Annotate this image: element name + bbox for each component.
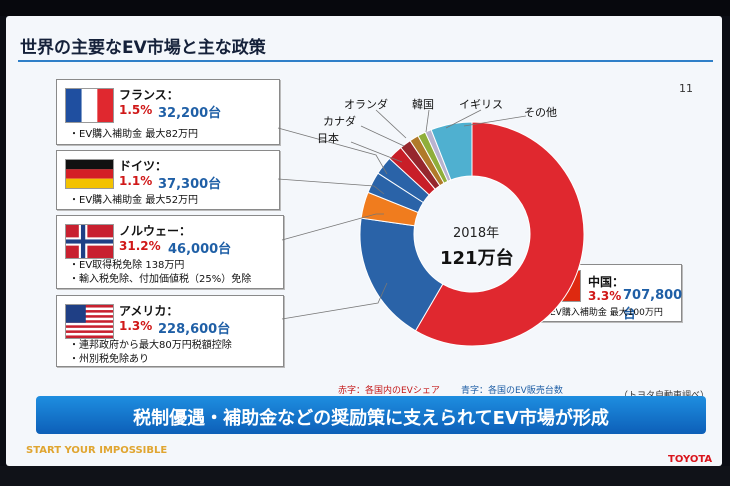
- usa-note-2: ・州別税免除あり: [69, 354, 149, 365]
- leader-lines: [277, 109, 527, 320]
- ev-market-donut-chart: [277, 109, 585, 347]
- page-number: 11: [679, 82, 693, 95]
- germany-name: ドイツ：: [119, 159, 168, 173]
- top-dark-band: [0, 0, 730, 16]
- norway-sales: 46,000台: [168, 242, 232, 257]
- germany-flag-icon: [65, 159, 114, 189]
- france-name: フランス：: [119, 88, 179, 102]
- norway-name: ノルウェー：: [119, 224, 192, 238]
- donut-slice-0: [414, 121, 585, 347]
- banner-text: 税制優遇・補助金などの奨励策に支えられてEV市場が形成: [133, 408, 609, 429]
- france-flag-icon: [65, 88, 114, 123]
- norway-flag-icon: [65, 224, 114, 259]
- label-korea: 韓国: [412, 98, 434, 111]
- donut-slice-1: [359, 217, 444, 332]
- usa-share: 1.3%: [119, 319, 153, 333]
- germany-note: ・EV購入補助金 最大52万円: [69, 195, 199, 206]
- usa-info-box: アメリカ： 1.3% 228,600台 ・連邦政府から最大80万円税額控除 ・州…: [56, 295, 284, 367]
- legend-red-note: 赤字：各国内のEVシェア: [338, 386, 440, 396]
- china-share: 3.3%: [588, 289, 622, 303]
- usa-note-1: ・連邦政府から最大80万円税額控除: [69, 340, 232, 351]
- france-info-box: フランス： 1.5% 32,200台 ・EV購入補助金 最大82万円: [56, 79, 280, 145]
- france-share: 1.5%: [119, 103, 153, 117]
- slide-title: 世界の主要なEV市場と主な政策: [20, 38, 266, 58]
- norway-note-2: ・輸入税免除、付加価値税（25%）免除: [69, 274, 252, 285]
- norway-note-1: ・EV取得税免除 138万円: [69, 260, 185, 271]
- label-japan: 日本: [317, 132, 339, 145]
- germany-info-box: ドイツ： 1.1% 37,300台 ・EV購入補助金 最大52万円: [56, 150, 280, 210]
- label-canada: カナダ: [323, 115, 356, 128]
- norway-share: 31.2%: [119, 239, 161, 253]
- usa-flag-icon: [65, 304, 114, 339]
- germany-sales: 37,300台: [158, 177, 222, 192]
- usa-name: アメリカ：: [119, 304, 179, 318]
- title-underline: [18, 60, 713, 62]
- bottom-dark-band: [0, 466, 730, 486]
- presentation-slide: 世界の主要なEV市場と主な政策 11 フランス： 1.5% 32,200台 ・E…: [6, 16, 722, 466]
- china-note: ・EV購入補助金 最大100万円: [541, 308, 663, 318]
- label-uk: イギリス: [459, 98, 503, 111]
- germany-share: 1.1%: [119, 174, 153, 188]
- france-note: ・EV購入補助金 最大82万円: [69, 129, 199, 140]
- label-others: その他: [524, 106, 557, 119]
- label-netherlands: オランダ: [344, 98, 388, 111]
- toyota-logo: TOYOTA: [668, 454, 713, 465]
- footer-slogan: START YOUR IMPOSSIBLE: [26, 445, 168, 456]
- usa-sales: 228,600台: [158, 322, 231, 337]
- china-sales: 707,800台: [623, 288, 683, 322]
- norway-info-box: ノルウェー： 31.2% 46,000台 ・EV取得税免除 138万円 ・輸入税…: [56, 215, 284, 289]
- legend-blue-note: 青字：各国のEV販売台数: [461, 386, 563, 396]
- chart-center-total: 121万台: [440, 248, 514, 269]
- china-name: 中国：: [588, 275, 625, 289]
- chart-center-year: 2018年: [453, 226, 500, 241]
- summary-banner: 税制優遇・補助金などの奨励策に支えられてEV市場が形成: [36, 396, 706, 434]
- france-sales: 32,200台: [158, 106, 222, 121]
- donut-slice-10: [430, 121, 473, 181]
